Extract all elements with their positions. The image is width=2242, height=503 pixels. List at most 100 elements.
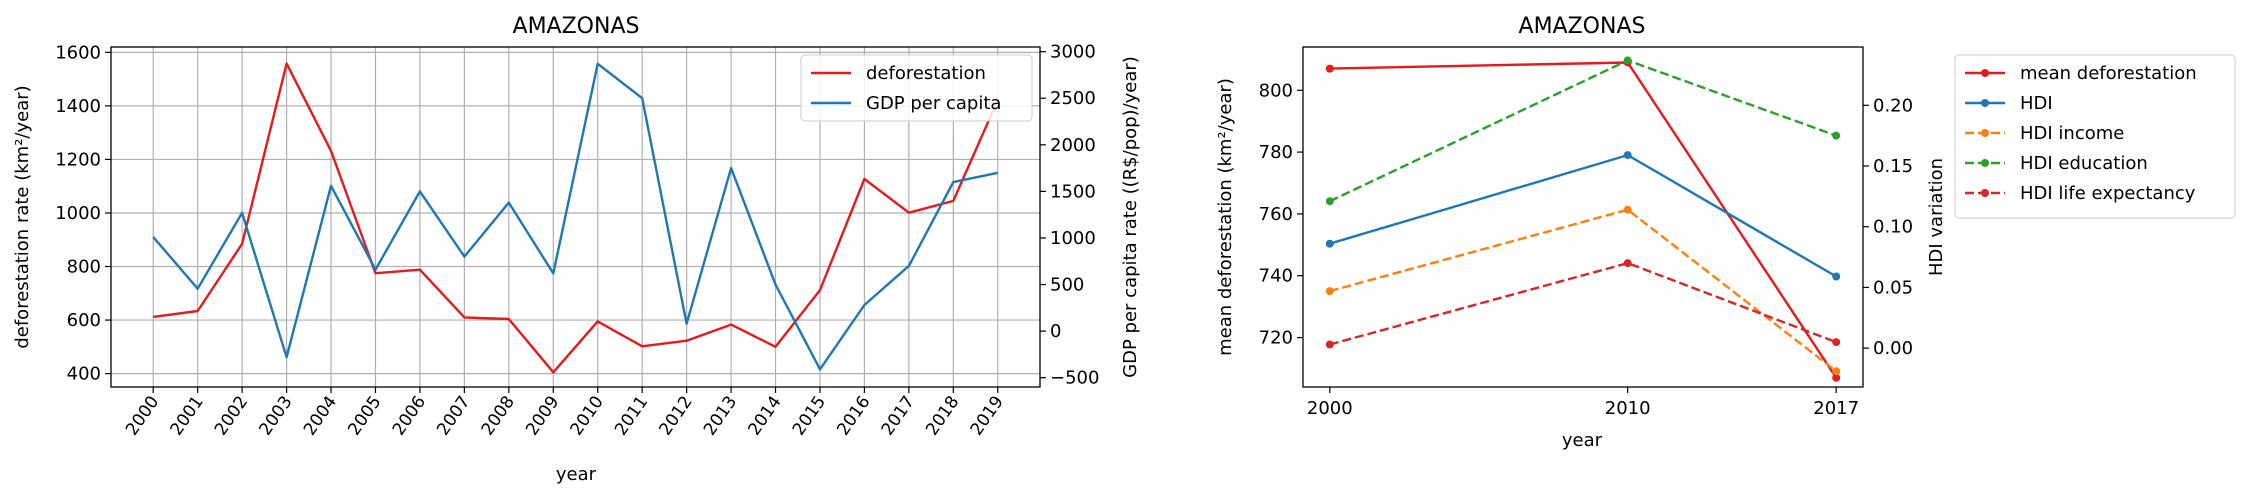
chart2-series-1-point [1623, 151, 1632, 160]
chart1-xtick-label: 2011 [611, 392, 652, 439]
chart2-legend-label-2: HDI income [2020, 123, 2124, 144]
chart1-series-1-point [419, 190, 421, 192]
chart2-xtick-label: 2017 [1813, 398, 1859, 419]
chart2-xtick-label: 2000 [1307, 398, 1353, 419]
chart1-ytick-right-label: −500 [1050, 368, 1099, 389]
chart2-series-3-point [1832, 131, 1841, 140]
chart1-xtick-label: 2019 [967, 392, 1008, 439]
chart1-series-1-point [196, 288, 198, 290]
chart1-series-1-point [774, 283, 776, 285]
chart2-series-1-point [1832, 272, 1841, 281]
chart1-legend-label-1: GDP per capita [866, 93, 1001, 114]
chart1-series-1-point [641, 97, 643, 99]
chart2-series-line-3 [1329, 59, 1837, 203]
chart1-xtick-label: 2009 [522, 392, 563, 439]
chart1-series-line-0 [153, 62, 999, 374]
chart1-series-1-point [152, 236, 154, 238]
chart2-series-2-point [1623, 205, 1632, 214]
chart1-series-1-point [374, 268, 376, 270]
chart2-ytick-right-label: 0.05 [1873, 277, 1913, 298]
chart1-ytick-right-label: 500 [1050, 275, 1084, 296]
chart1-series-0-point [908, 212, 910, 214]
chart1-xtick-label: 2000 [122, 392, 163, 439]
chart-deforestation-gdp: AMAZONAS year deforestation rate (km²/ye… [12, 14, 1141, 485]
chart2-series-line-2 [1329, 208, 1837, 373]
chart1-xtick-label: 2001 [167, 392, 208, 439]
chart1-series-1-point [241, 212, 243, 214]
chart2-ytick-label: 800 [1259, 80, 1293, 101]
chart2-series-3-point [1325, 197, 1334, 206]
chart1-xtick-label: 2018 [922, 392, 963, 439]
chart2-series-0-point [1325, 64, 1334, 73]
chart2-series-1-point [1325, 239, 1334, 248]
chart2-ylabel: mean deforestation (km²/year) [1215, 78, 1236, 356]
chart1-ytick-label: 1400 [55, 96, 101, 117]
chart2-ytick-right-label: 0.20 [1873, 95, 1913, 116]
chart1-ytick-label: 800 [67, 257, 101, 278]
chart1-series-0-point [597, 320, 599, 322]
chart1-series-1-point [685, 322, 687, 324]
chart1-series-1-point [330, 185, 332, 187]
chart2-ytick-right-label: 0.00 [1873, 338, 1913, 359]
chart1-xtick-label: 2003 [255, 392, 296, 439]
chart1-xtick-label: 2016 [833, 392, 874, 439]
chart1-xtick-label: 2005 [344, 392, 385, 439]
chart2-legend-box [1954, 54, 2236, 219]
chart2-series-2-point [1832, 367, 1841, 376]
chart2-legend-marker-2 [1981, 129, 1989, 137]
chart2-legend-label-4: HDI life expectancy [2020, 183, 2196, 204]
chart1-xtick-label: 2006 [389, 392, 430, 439]
chart1-ytick-right-label: 1500 [1050, 181, 1096, 202]
chart1-ytick-right-label: 2000 [1050, 135, 1096, 156]
chart1-xtick-label: 2012 [656, 392, 697, 439]
chart1-series-1-point [863, 304, 865, 306]
chart2-series-2-point [1325, 287, 1334, 296]
chart1-ytick-label: 600 [67, 310, 101, 331]
chart1-xtick-label: 2014 [744, 392, 785, 439]
chart2-series-0-point [1832, 373, 1841, 382]
chart1-series-line-1 [152, 62, 999, 371]
chart1-xtick-label: 2008 [478, 392, 519, 439]
chart1-ytick-right-label: 0 [1050, 321, 1061, 342]
chart1-xtick-label: 2013 [700, 392, 741, 439]
chart2-series-line-1 [1329, 153, 1837, 278]
chart1-series-1-point [552, 272, 554, 274]
chart2-series-4-point [1325, 340, 1334, 349]
chart1-xlabel: year [556, 464, 597, 485]
chart1-series-0-point [730, 323, 732, 325]
chart2-legend-marker-1 [1981, 99, 1989, 107]
chart1-series-0-point [374, 272, 376, 274]
chart1-legend: deforestation GDP per capita [800, 54, 1033, 122]
chart1-xtick-label: 2004 [300, 392, 341, 439]
chart1-ytick-right-label: 2500 [1050, 88, 1096, 109]
chart2-ylabel-right: HDI variation [1926, 158, 1947, 276]
chart2-legend-label-1: HDI [2020, 93, 2053, 114]
chart1-series-1-point [597, 63, 599, 65]
chart1-series-0-point [330, 150, 332, 152]
chart2-ytick-label: 720 [1259, 328, 1293, 349]
chart1-series-1-point [508, 201, 510, 203]
chart1-series-0-point [196, 310, 198, 312]
chart2-series-3-point [1623, 56, 1632, 65]
chart1-ytick-label: 1600 [55, 42, 101, 63]
chart1-xtick-label: 2002 [211, 392, 252, 439]
chart2-ytick-label: 780 [1259, 142, 1293, 163]
chart1-series-0-point [463, 316, 465, 318]
chart1-series-0-point [419, 269, 421, 271]
chart1-series [152, 62, 999, 374]
chart2-legend-label-0: mean deforestation [2020, 63, 2197, 84]
chart1-series-0-point [685, 339, 687, 341]
chart1-series-0-point [863, 178, 865, 180]
chart2-ytick-right-label: 0.10 [1873, 217, 1913, 238]
chart1-ylabel-right: GDP per capita rate ((R$/pop)/year) [1120, 56, 1141, 378]
chart1-ylabel: deforestation rate (km²/year) [12, 85, 33, 348]
chart1-ytick-label: 1200 [55, 149, 101, 170]
chart1-xtick-label: 2017 [878, 392, 919, 439]
chart2-legend-marker-4 [1981, 189, 1989, 197]
chart2-series-4-point [1832, 338, 1841, 347]
chart2-plot-frame [1302, 46, 1864, 388]
chart1-series-0-point [819, 289, 821, 291]
chart1-ytick-right-label: 1000 [1050, 228, 1096, 249]
